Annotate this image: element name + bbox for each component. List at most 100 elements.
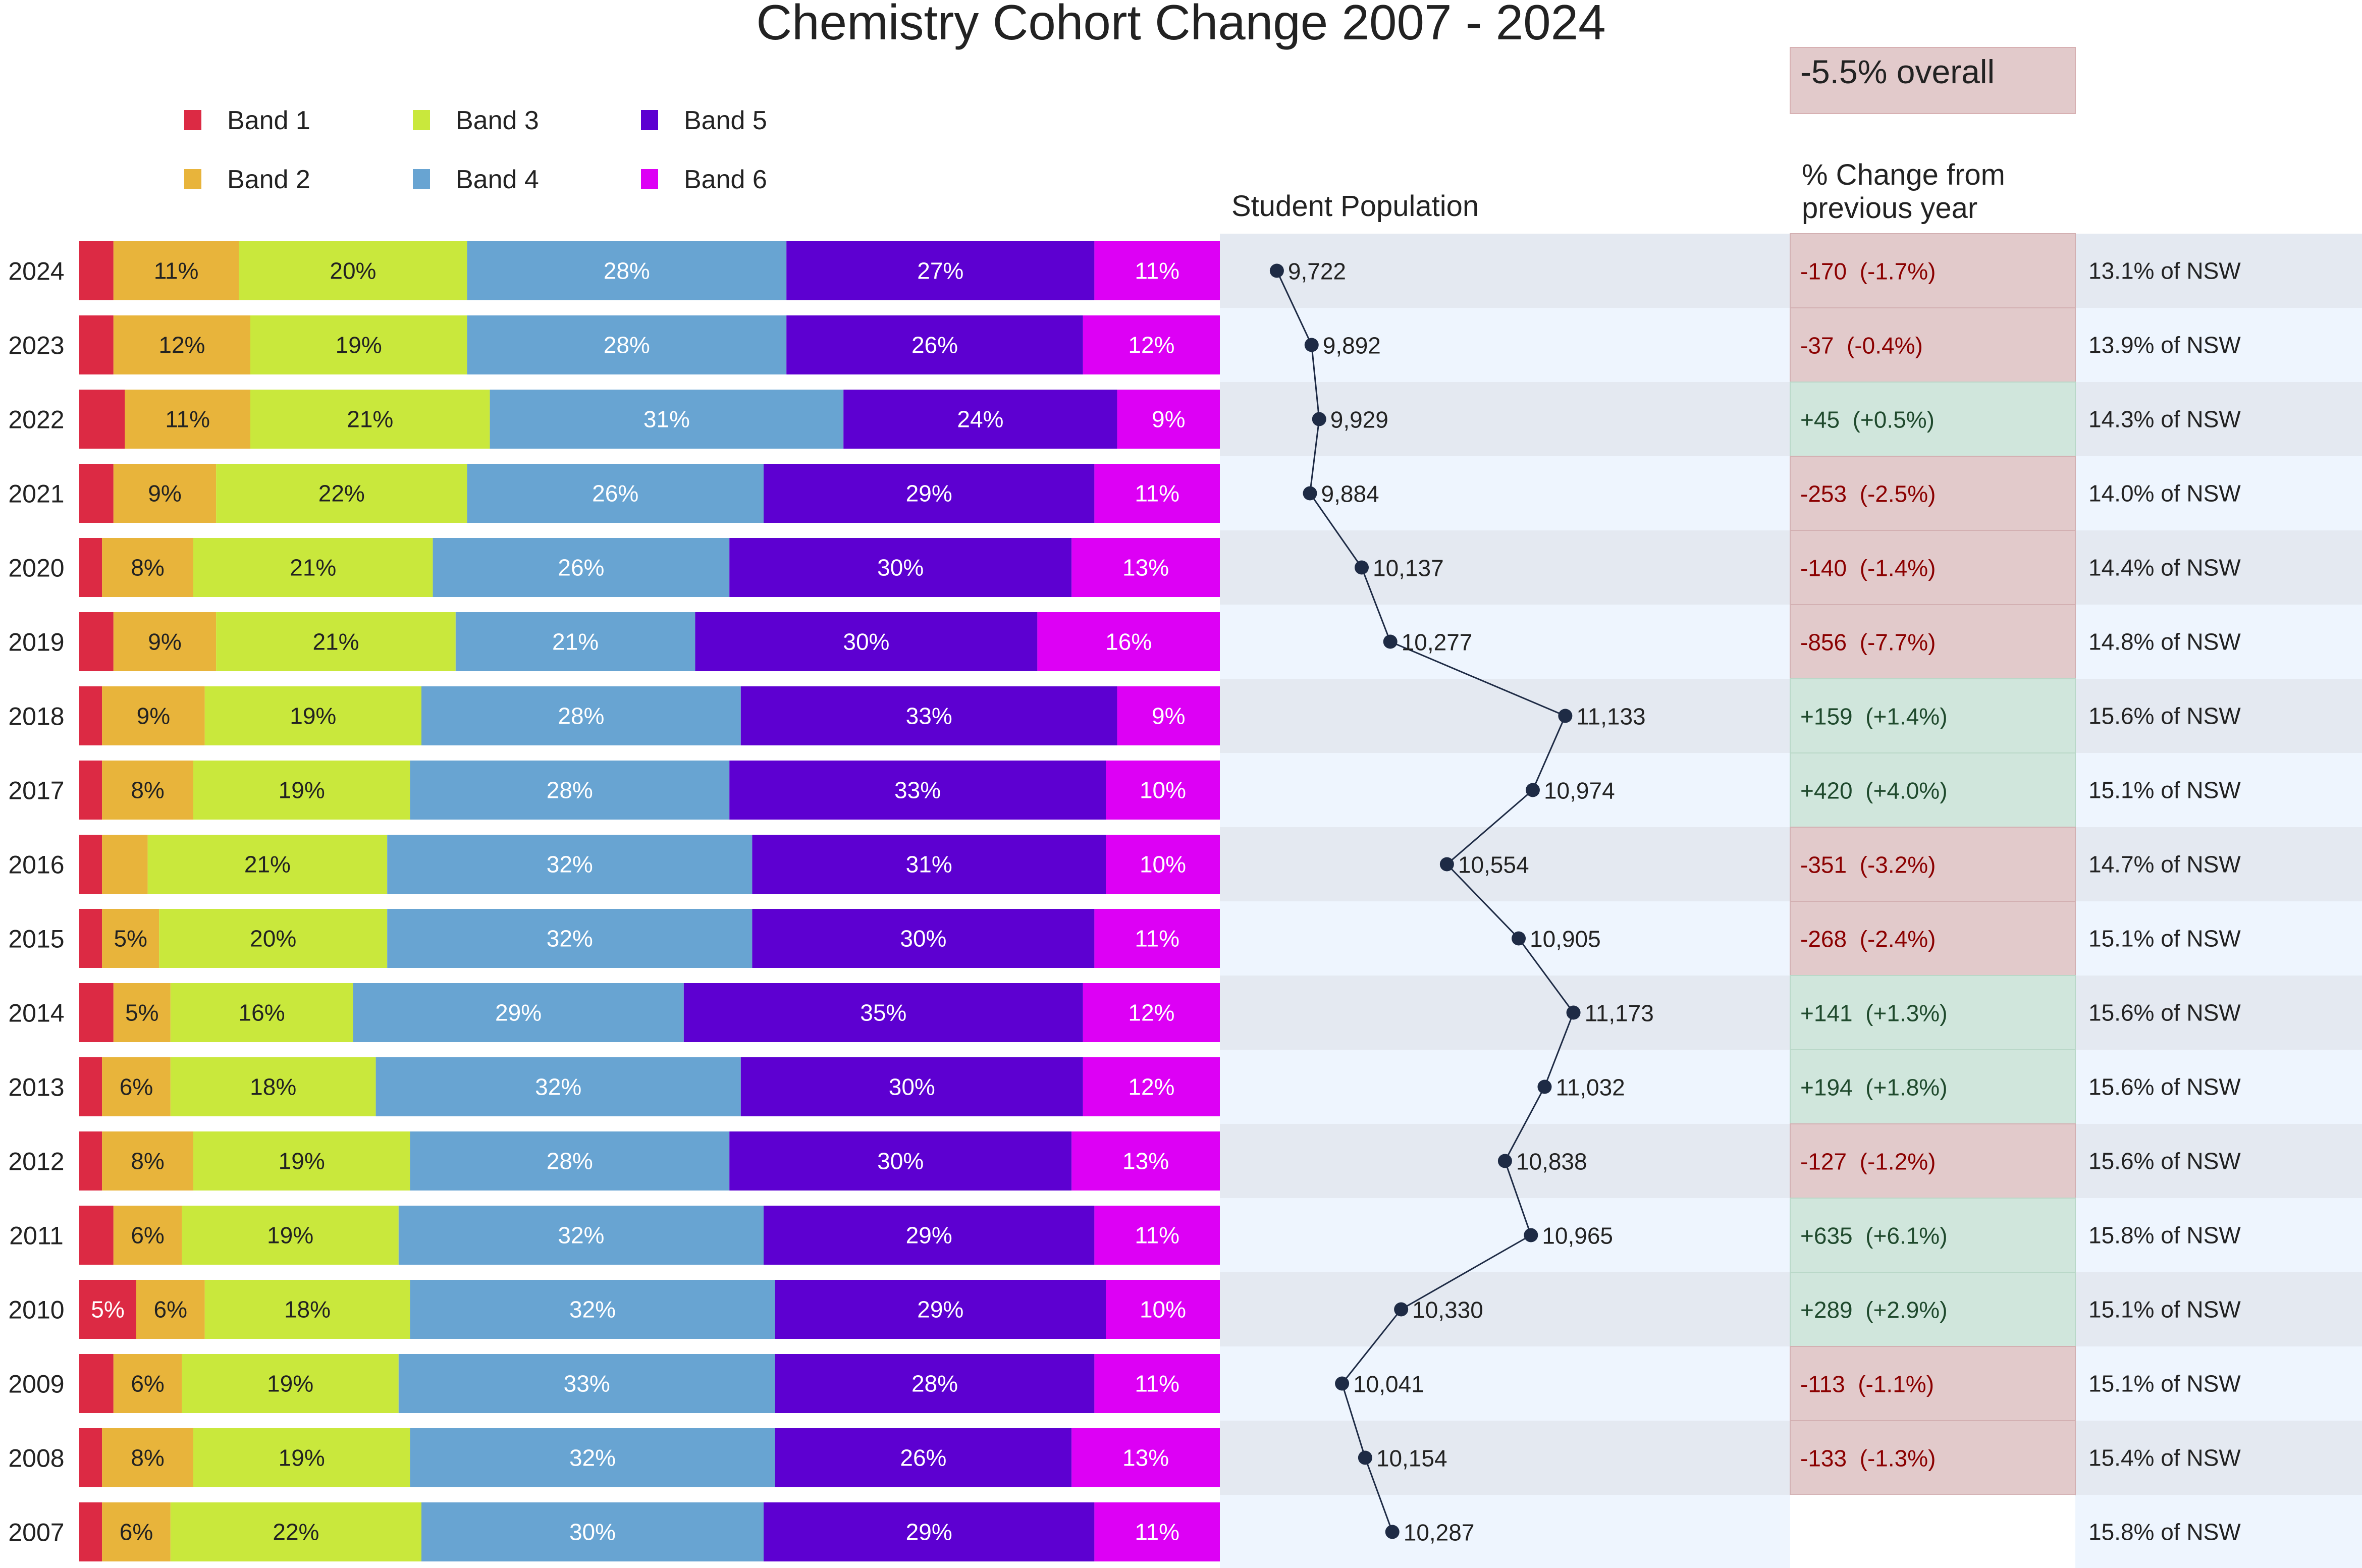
- bar-segment-band-4: [467, 464, 764, 523]
- bar-segment-band-1: [79, 1131, 102, 1191]
- change-cell: [1790, 901, 2076, 976]
- legend-swatch-band-4: [413, 169, 430, 189]
- bar-label-band-4: 32%: [569, 1445, 616, 1471]
- change-label: -253 (-2.5%): [1800, 481, 1936, 507]
- bar-segment-band-4: [467, 315, 787, 374]
- overall-change-label: -5.5% overall: [1800, 53, 1995, 90]
- nsw-row-bg: [2075, 1050, 2362, 1124]
- population-row-bg: [1220, 1421, 1790, 1495]
- bar-segment-band-1: [79, 464, 114, 523]
- bar-label-band-3: 21%: [290, 555, 336, 581]
- change-label: +194 (+1.8%): [1800, 1074, 1948, 1101]
- nsw-row-bg: [2075, 679, 2362, 753]
- bar-segment-band-1: [79, 241, 114, 300]
- population-point: [1439, 857, 1454, 872]
- change-cell-empty: [1790, 1495, 2075, 1568]
- bar-segment-band-6: [1094, 464, 1220, 523]
- bar-label-band-4: 33%: [564, 1371, 610, 1397]
- bar-segment-band-2: [125, 390, 250, 449]
- bar-label-band-4: 32%: [547, 926, 593, 952]
- bar-label-band-4: 26%: [558, 555, 604, 581]
- change-label: -37 (-0.4%): [1800, 333, 1923, 359]
- population-row-bg: [1220, 1050, 1790, 1124]
- bar-segment-band-2: [102, 761, 193, 820]
- bar-segment-band-5: [683, 983, 1083, 1042]
- bar-label-band-6: 13%: [1122, 1148, 1169, 1174]
- bar-label-band-2: 8%: [131, 1445, 164, 1471]
- change-cell: [1790, 307, 2076, 383]
- change-label: -268 (-2.4%): [1800, 926, 1936, 952]
- nsw-share-label: 15.6% of NSW: [2088, 703, 2241, 729]
- legend-swatch-band-3: [413, 110, 430, 130]
- population-trend-line: [1276, 270, 1575, 1533]
- bar-segment-band-6: [1071, 1428, 1220, 1487]
- population-label: 11,133: [1576, 704, 1645, 730]
- nsw-share-label: 15.1% of NSW: [2088, 1296, 2241, 1323]
- bar-label-band-5: 24%: [957, 406, 1003, 432]
- nsw-share-label: 13.9% of NSW: [2088, 332, 2241, 358]
- nsw-row-bg: [2075, 456, 2362, 530]
- population-label: 10,974: [1544, 778, 1615, 804]
- bar-segment-band-4: [410, 1131, 730, 1191]
- bar-segment-band-3: [193, 1131, 410, 1191]
- bar-label-band-2: 8%: [131, 1148, 164, 1174]
- population-point: [1524, 1228, 1538, 1242]
- change-cell: [1790, 678, 2076, 753]
- bar-label-band-4: 32%: [558, 1222, 604, 1249]
- year-labels: 2024 2023 2022 2021 2020 2019 2018 2017 2016 2015…: [8, 257, 64, 1547]
- population-row-bg: [1220, 901, 1790, 976]
- legend-swatch-band-2: [184, 169, 201, 189]
- bar-segment-band-5: [729, 538, 1072, 597]
- bar-segment-band-6: [1117, 686, 1220, 745]
- nsw-row-bg: [2075, 901, 2362, 976]
- bar-segment-band-6: [1094, 1354, 1220, 1413]
- year-label: 2017: [8, 777, 64, 805]
- bar-label-band-3: 18%: [250, 1074, 296, 1100]
- change-cell: [1790, 1123, 2076, 1199]
- bar-segment-band-4: [387, 909, 753, 968]
- year-label: 2020: [8, 554, 64, 582]
- bar-segment-band-2: [113, 612, 217, 671]
- change-label: +141 (+1.3%): [1800, 1000, 1948, 1026]
- bar-segment-band-4: [433, 538, 730, 597]
- bar-segment-band-4: [375, 1057, 741, 1116]
- bar-segment-band-1: [79, 1502, 102, 1561]
- bar-segment-band-4: [421, 1502, 764, 1561]
- bar-segment-band-1: [79, 538, 102, 597]
- bar-segment-band-4: [387, 835, 753, 894]
- nsw-share-label: 14.0% of NSW: [2088, 480, 2241, 507]
- bar-label-band-5: 30%: [843, 629, 889, 655]
- population-point: [1497, 1154, 1512, 1168]
- bar-segment-band-3: [193, 538, 433, 597]
- bar-segment-band-3: [147, 835, 388, 894]
- bar-label-band-4: 29%: [495, 1000, 542, 1026]
- change-cell: [1790, 530, 2076, 605]
- bar-segment-band-6: [1106, 835, 1220, 894]
- population-point: [1335, 1376, 1350, 1391]
- bar-label-band-2: 11%: [165, 406, 210, 432]
- nsw-row-bg: [2075, 753, 2362, 827]
- change-cell: [1790, 1049, 2076, 1124]
- change-label: +289 (+2.9%): [1800, 1297, 1948, 1323]
- bar-label-band-5: 33%: [906, 703, 952, 729]
- bar-label-band-2: 11%: [154, 258, 199, 284]
- bar-segment-band-1: [79, 983, 114, 1042]
- bar-label-band-6: 9%: [1152, 703, 1185, 729]
- bar-segment-band-4: [421, 686, 741, 745]
- change-label: +420 (+4.0%): [1800, 778, 1948, 804]
- population-point: [1537, 1079, 1552, 1094]
- bar-segment-band-4: [353, 983, 684, 1042]
- bar-segment-band-1: [79, 1280, 136, 1339]
- bar-label-band-5: 26%: [900, 1445, 946, 1471]
- year-label: 2013: [8, 1073, 64, 1102]
- bar-segment-band-3: [159, 909, 388, 968]
- bar-segment-band-6: [1094, 1206, 1220, 1265]
- population-label: 10,154: [1376, 1445, 1447, 1472]
- bar-label-band-6: 12%: [1128, 1000, 1174, 1026]
- bar-segment-band-6: [1094, 909, 1220, 968]
- bar-segment-band-5: [729, 1131, 1072, 1191]
- bar-label-band-6: 12%: [1128, 1074, 1174, 1100]
- bar-segment-band-4: [398, 1354, 775, 1413]
- bar-segment-band-5: [740, 686, 1117, 745]
- bar-segment-band-3: [216, 464, 467, 523]
